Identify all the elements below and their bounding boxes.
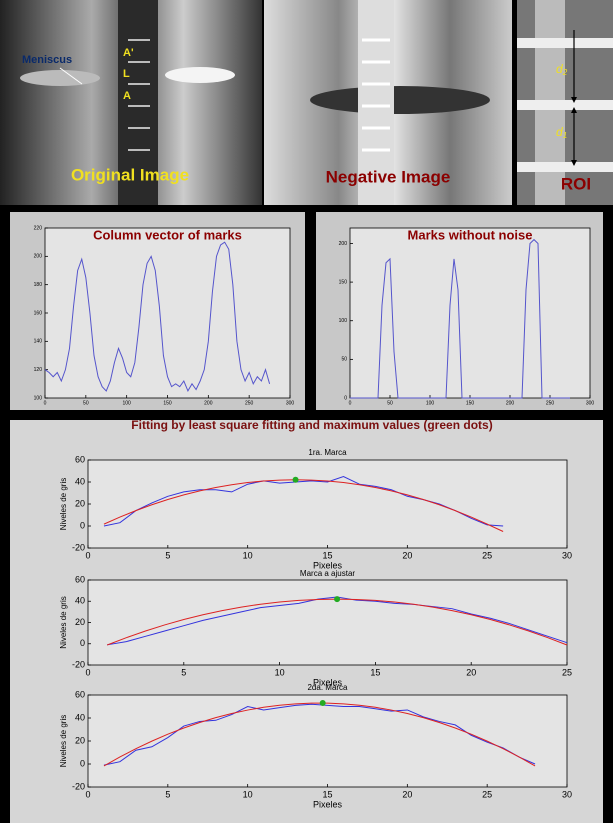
x-tick-label: 15 xyxy=(322,789,332,799)
x-tick-label: 100 xyxy=(122,400,131,406)
y-tick-label: 60 xyxy=(75,574,85,584)
x-tick-label: 200 xyxy=(204,400,213,406)
x-tick-label: 0 xyxy=(349,400,352,406)
chart-title: Marca a ajustar xyxy=(300,569,355,578)
x-tick-label: 15 xyxy=(322,550,332,560)
y-axis-label: Niveles de gris xyxy=(59,715,68,767)
distance-subscript: 1 xyxy=(563,131,567,140)
chart-title: 2da. Marca xyxy=(307,683,348,692)
max-point xyxy=(320,700,326,706)
x-tick-label: 0 xyxy=(44,400,47,406)
x-tick-label: 25 xyxy=(482,789,492,799)
x-tick-label: 300 xyxy=(286,400,295,406)
x-tick-label: 20 xyxy=(402,789,412,799)
y-tick-label: -20 xyxy=(72,781,85,791)
chart-title: 1ra. Marca xyxy=(308,448,347,457)
figure: Meniscus A' L A Original Image Negative … xyxy=(0,0,613,823)
x-axis-label: Pixeles xyxy=(313,799,343,809)
x-tick-label: 0 xyxy=(85,667,90,677)
plot-area xyxy=(88,580,567,665)
x-tick-label: 20 xyxy=(466,667,476,677)
y-tick-label: 220 xyxy=(34,225,43,231)
max-point xyxy=(334,596,340,602)
image-title: Negative Image xyxy=(326,167,451,186)
x-tick-label: 30 xyxy=(562,550,572,560)
x-tick-label: 15 xyxy=(370,667,380,677)
y-tick-label: 0 xyxy=(344,395,347,401)
chart-title: Marks without noise xyxy=(408,227,533,242)
y-tick-label: 40 xyxy=(75,596,85,606)
fitting-title: Fitting by least square fitting and maxi… xyxy=(131,418,492,432)
x-tick-label: 25 xyxy=(562,667,572,677)
x-tick-label: 300 xyxy=(586,400,595,406)
y-tick-label: 120 xyxy=(34,367,43,373)
x-tick-label: 25 xyxy=(482,550,492,560)
x-tick-label: 0 xyxy=(85,789,90,799)
y-tick-label: 20 xyxy=(75,498,85,508)
y-tick-label: 140 xyxy=(34,339,43,345)
y-tick-label: 60 xyxy=(75,689,85,699)
y-tick-label: 20 xyxy=(75,735,85,745)
y-axis-label: Niveles de gris xyxy=(59,596,68,648)
mark-label: A' xyxy=(123,47,134,59)
x-tick-label: 50 xyxy=(387,400,393,406)
x-tick-label: 10 xyxy=(243,550,253,560)
y-tick-label: 40 xyxy=(75,712,85,722)
y-tick-label: 50 xyxy=(341,357,347,363)
plot-area xyxy=(45,228,290,398)
x-tick-label: 250 xyxy=(546,400,555,406)
meniscus-label: Meniscus xyxy=(22,54,72,66)
x-tick-label: 30 xyxy=(562,789,572,799)
y-tick-label: 200 xyxy=(339,241,348,247)
y-tick-label: 0 xyxy=(80,520,85,530)
y-tick-label: 60 xyxy=(75,454,85,464)
mark-label: L xyxy=(123,68,130,80)
y-tick-label: 180 xyxy=(34,282,43,288)
y-tick-label: 200 xyxy=(34,254,43,260)
x-tick-label: 200 xyxy=(506,400,515,406)
x-tick-label: 250 xyxy=(245,400,254,406)
x-tick-label: 50 xyxy=(83,400,89,406)
max-point xyxy=(293,477,299,483)
y-tick-label: 40 xyxy=(75,476,85,486)
image-title: ROI xyxy=(561,174,591,193)
x-tick-label: 100 xyxy=(426,400,435,406)
meniscus-dark xyxy=(310,86,490,114)
x-tick-label: 150 xyxy=(466,400,475,406)
x-tick-label: 150 xyxy=(163,400,172,406)
x-tick-label: 5 xyxy=(165,550,170,560)
y-tick-label: 150 xyxy=(339,279,348,285)
plot-area xyxy=(350,228,590,398)
y-tick-label: 20 xyxy=(75,617,85,627)
mark-label: A xyxy=(123,90,131,102)
meniscus-highlight xyxy=(165,67,235,83)
y-tick-label: 100 xyxy=(339,318,348,324)
meniscus-highlight xyxy=(20,70,100,86)
x-tick-label: 20 xyxy=(402,550,412,560)
plot-area xyxy=(88,695,567,787)
x-tick-label: 5 xyxy=(181,667,186,677)
x-tick-label: 10 xyxy=(275,667,285,677)
y-tick-label: 0 xyxy=(80,638,85,648)
plot-area xyxy=(88,460,567,548)
y-tick-label: 100 xyxy=(34,395,43,401)
distance-subscript: 2 xyxy=(562,68,568,77)
chart-title: Column vector of marks xyxy=(93,227,242,242)
page: {"images": { "original": {"title": "Orig… xyxy=(0,0,613,823)
x-tick-label: 5 xyxy=(165,789,170,799)
y-tick-label: -20 xyxy=(72,542,85,552)
y-tick-label: -20 xyxy=(72,659,85,669)
x-tick-label: 0 xyxy=(85,550,90,560)
y-axis-label: Niveles de gris xyxy=(59,478,68,530)
y-tick-label: 0 xyxy=(80,758,85,768)
y-tick-label: 160 xyxy=(34,310,43,316)
x-tick-label: 10 xyxy=(243,789,253,799)
image-title: Original Image xyxy=(71,165,189,184)
